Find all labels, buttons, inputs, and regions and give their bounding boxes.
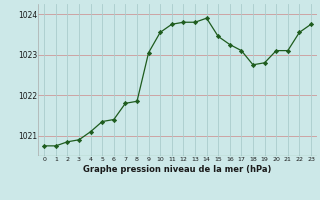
X-axis label: Graphe pression niveau de la mer (hPa): Graphe pression niveau de la mer (hPa) [84, 165, 272, 174]
